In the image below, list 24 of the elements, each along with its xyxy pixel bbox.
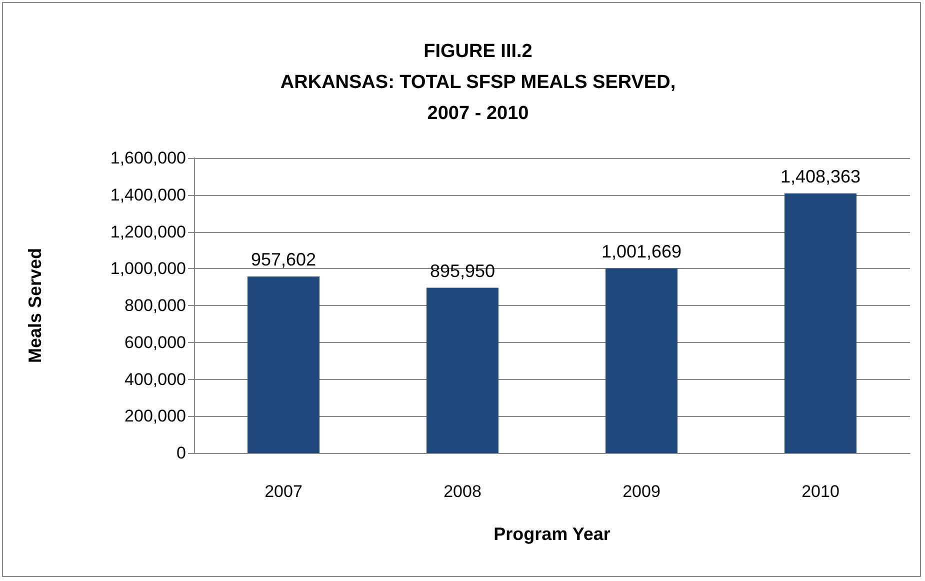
bar xyxy=(426,288,498,453)
y-axis-title: Meals Served xyxy=(25,248,45,364)
y-tick-label: 1,200,000 xyxy=(110,222,186,242)
y-tick-label: 800,000 xyxy=(124,296,186,315)
x-tick-label: 2010 xyxy=(802,482,840,501)
chart-title: FIGURE III.2 ARKANSAS: TOTAL SFSP MEALS SERVED, 2007 - 2010 xyxy=(280,41,676,124)
x-tick-label: 2008 xyxy=(444,482,482,501)
data-label: 895,950 xyxy=(430,260,496,281)
data-label: 1,001,669 xyxy=(601,241,682,262)
y-tick-label: 400,000 xyxy=(124,370,186,389)
x-tick-label: 2007 xyxy=(264,482,302,501)
bar xyxy=(606,268,678,453)
bar xyxy=(248,276,320,453)
y-tick-label: 600,000 xyxy=(124,332,186,352)
y-tick-label: 1,600,000 xyxy=(110,148,186,168)
y-tick-label: 0 xyxy=(176,444,186,462)
x-axis-title: Program Year xyxy=(494,524,610,544)
y-tick-label: 200,000 xyxy=(124,406,186,426)
bar xyxy=(784,193,856,453)
data-label: 1,408,363 xyxy=(780,166,861,186)
data-label: 957,602 xyxy=(250,249,316,270)
y-tick-label: 1,000,000 xyxy=(110,259,186,278)
x-tick-label: 2009 xyxy=(622,482,660,501)
y-tick-label: 1,400,000 xyxy=(110,185,186,204)
